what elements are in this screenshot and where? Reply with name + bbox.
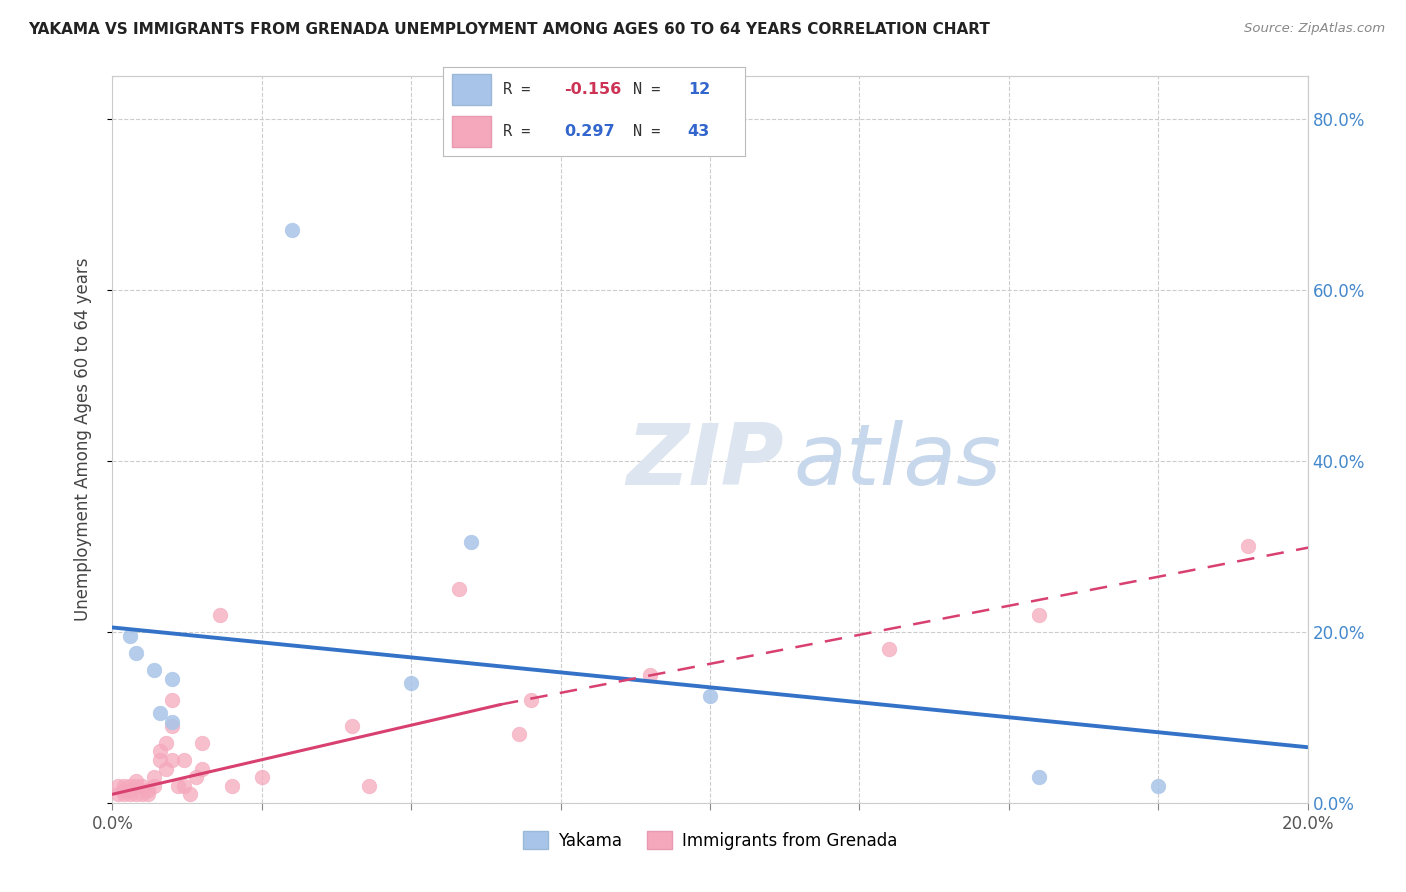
Point xyxy=(125,787,148,801)
Point xyxy=(1237,539,1260,553)
Text: Source: ZipAtlas.com: Source: ZipAtlas.com xyxy=(1244,22,1385,36)
Point xyxy=(125,779,148,793)
Point xyxy=(162,693,183,707)
Point xyxy=(114,783,135,797)
Point xyxy=(143,779,166,793)
Point xyxy=(508,727,530,741)
Point xyxy=(138,783,160,797)
Point xyxy=(179,787,201,801)
Legend: Yakama, Immigrants from Grenada: Yakama, Immigrants from Grenada xyxy=(516,825,904,856)
Point xyxy=(1028,607,1050,622)
Point xyxy=(359,779,381,793)
Point xyxy=(162,672,183,686)
Text: 0.297: 0.297 xyxy=(564,124,614,139)
Point xyxy=(699,689,721,703)
Point xyxy=(149,706,172,720)
Point xyxy=(107,779,129,793)
Point xyxy=(125,774,148,789)
Point xyxy=(114,787,135,801)
Point xyxy=(131,787,153,801)
Point xyxy=(250,770,273,784)
Point xyxy=(640,667,662,681)
Point xyxy=(520,693,543,707)
Text: 43: 43 xyxy=(688,124,710,139)
Point xyxy=(209,607,232,622)
Text: ZIP: ZIP xyxy=(627,419,785,502)
Point xyxy=(149,744,172,758)
Point xyxy=(340,719,363,733)
Text: 12: 12 xyxy=(688,82,710,97)
Text: N =: N = xyxy=(633,82,669,97)
Point xyxy=(173,779,195,793)
Point xyxy=(120,787,142,801)
Point xyxy=(131,779,153,793)
Text: R =: R = xyxy=(503,82,540,97)
Point xyxy=(879,641,901,656)
Point xyxy=(120,779,142,793)
Text: -0.156: -0.156 xyxy=(564,82,621,97)
Point xyxy=(401,676,423,690)
Point xyxy=(120,783,142,797)
Point xyxy=(162,753,183,767)
Text: YAKAMA VS IMMIGRANTS FROM GRENADA UNEMPLOYMENT AMONG AGES 60 TO 64 YEARS CORRELA: YAKAMA VS IMMIGRANTS FROM GRENADA UNEMPL… xyxy=(28,22,990,37)
Point xyxy=(107,787,129,801)
Point xyxy=(125,646,148,660)
Point xyxy=(162,719,183,733)
Point xyxy=(191,762,214,776)
Point xyxy=(173,753,195,767)
FancyBboxPatch shape xyxy=(451,74,491,105)
Text: R =: R = xyxy=(503,124,540,139)
Point xyxy=(143,770,166,784)
Point xyxy=(162,714,183,729)
Point xyxy=(1147,779,1170,793)
Point xyxy=(1028,770,1050,784)
Point xyxy=(449,582,471,596)
Point xyxy=(155,762,177,776)
Point xyxy=(186,770,208,784)
Point xyxy=(138,787,160,801)
Point xyxy=(167,779,190,793)
Point xyxy=(155,736,177,750)
FancyBboxPatch shape xyxy=(451,116,491,147)
Text: atlas: atlas xyxy=(793,419,1001,502)
Point xyxy=(281,223,304,237)
Point xyxy=(191,736,214,750)
Point xyxy=(221,779,243,793)
Point xyxy=(460,535,482,549)
Point xyxy=(149,753,172,767)
Y-axis label: Unemployment Among Ages 60 to 64 years: Unemployment Among Ages 60 to 64 years xyxy=(73,258,91,621)
Point xyxy=(114,779,135,793)
Point xyxy=(143,663,166,677)
Text: N =: N = xyxy=(633,124,669,139)
Point xyxy=(120,629,142,643)
